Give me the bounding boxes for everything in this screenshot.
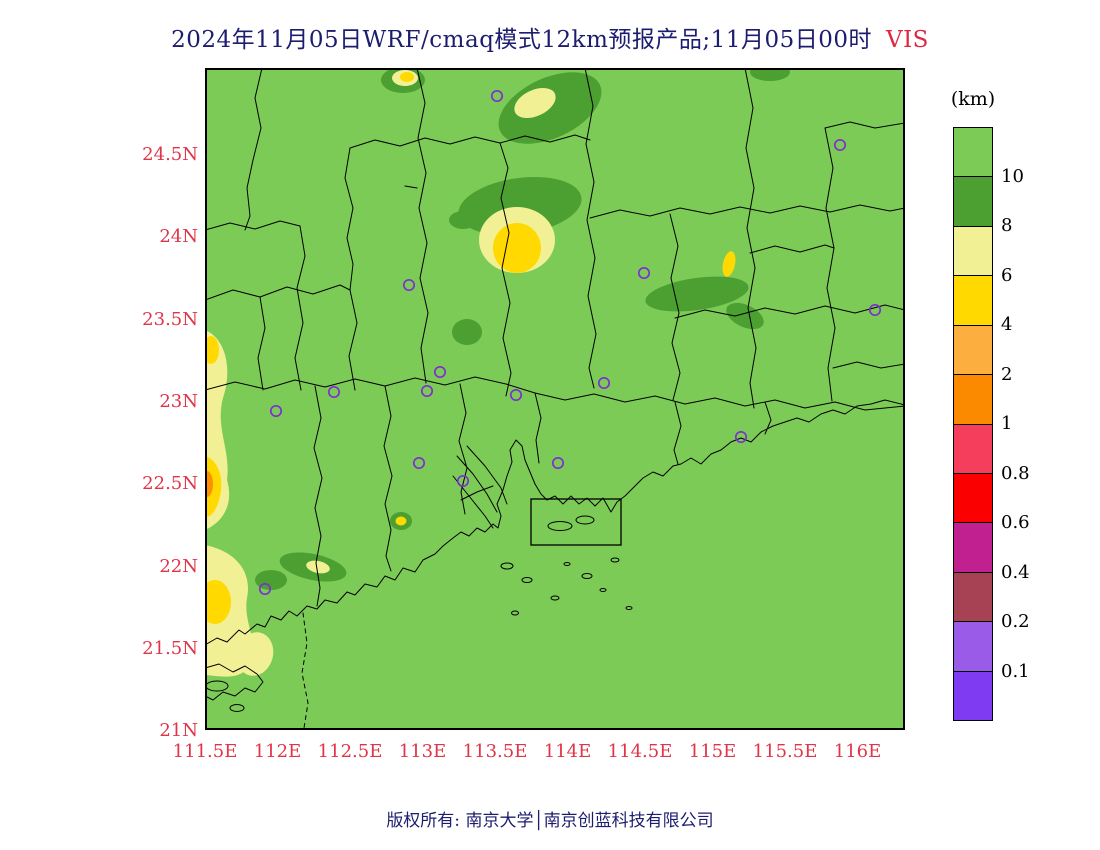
y-axis-label: 24.5N [142,144,198,165]
colorbar-tick-label: 0.8 [1001,462,1030,484]
station-marker [490,89,504,103]
colorbar-cell [954,276,992,326]
coastline [204,399,906,729]
page-title: 2024年11月05日WRF/cmaq模式12km预报产品;11月05日00时 V… [0,20,1100,54]
colorbar-cell [954,572,992,623]
x-axis-label: 112.5E [317,741,383,762]
station-marker [420,384,434,398]
copyright-footer: 版权所有: 南京大学│南京创蓝科技有限公司 [386,811,714,831]
colorbar-tick-label: 4 [1001,314,1013,335]
x-axis-label: 113E [398,741,447,762]
colorbar-cell [954,177,992,227]
map-plot [199,63,906,730]
x-axis-label: 115E [688,741,737,762]
x-axis-labels: 111.5E 112E 112.5E 113E 113.5E 114E 114.5E 115E… [0,741,1100,767]
colorbar-cell [954,523,992,573]
station-marker [637,266,651,280]
station-marker [412,456,426,470]
y-axis-label: 23.5N [142,308,198,330]
colorbar-tick-label: 6 [1001,264,1013,286]
colorbar-cell [954,226,992,277]
colorbar-tick-label: 0.4 [1001,561,1030,583]
station-marker [734,430,748,444]
station-marker [551,456,565,470]
region-box [530,498,622,546]
colorbar-cell [954,128,992,178]
y-axis-label: 21N [159,720,198,742]
station-marker [456,474,470,488]
y-axis-label: 22N [159,555,198,577]
x-axis-label: 114.5E [607,741,673,762]
colorbar-tick-label: 0.1 [1001,660,1030,682]
station-marker [833,138,847,152]
x-axis-label: 112E [253,741,302,762]
station-marker [509,388,523,402]
map-frame [205,68,905,730]
colorbar-cell [954,424,992,474]
colorbar-cell [954,325,992,376]
colorbar-cell [954,375,992,425]
admin-boundaries [204,67,906,607]
colorbar-cell [954,473,992,524]
title-variable: VIS [885,27,929,53]
colorbar-tick-labels: 10 8 6 4 2 1 0.8 0.6 0.4 0.2 0.1 [1001,127,1071,721]
visibility-low-patches [199,63,790,677]
colorbar-tick-label: 0.6 [1001,512,1030,533]
colorbar-unit-label: (km) [950,88,996,110]
station-marker [433,365,447,379]
colorbar-cell [954,671,992,721]
colorbar-tick-label: 8 [1001,215,1013,236]
station-marker [868,303,882,317]
x-axis-label: 115.5E [752,741,818,762]
station-marker [269,404,283,418]
colorbar-tick-label: 0.2 [1001,611,1030,632]
y-axis-label: 24N [159,226,198,248]
x-axis-label: 111.5E [172,741,238,762]
y-axis-label: 23N [159,390,198,412]
x-axis-label: 113.5E [462,741,528,762]
colorbar [953,127,993,721]
y-axis-label: 22.5N [142,473,198,495]
x-axis-label: 116E [833,741,882,762]
station-marker [327,385,341,399]
colorbar-tick-label: 1 [1001,413,1013,434]
y-axis-label: 21.5N [142,637,198,659]
station-marker [597,376,611,390]
title-text: 2024年11月05日WRF/cmaq模式12km预报产品;11月05日00时 [171,27,872,53]
colorbar-tick-label: 2 [1001,363,1013,385]
x-axis-label: 114E [543,741,592,762]
station-marker [402,278,416,292]
y-axis-labels: 24.5N 24N 23.5N 23N 22.5N 22N 21.5N 21N [0,0,198,850]
map-svg [199,63,906,730]
station-marker [258,582,272,596]
colorbar-tick-label: 10 [1001,165,1024,187]
colorbar-cell [954,622,992,672]
map-background [205,68,905,730]
station-markers [258,89,882,596]
